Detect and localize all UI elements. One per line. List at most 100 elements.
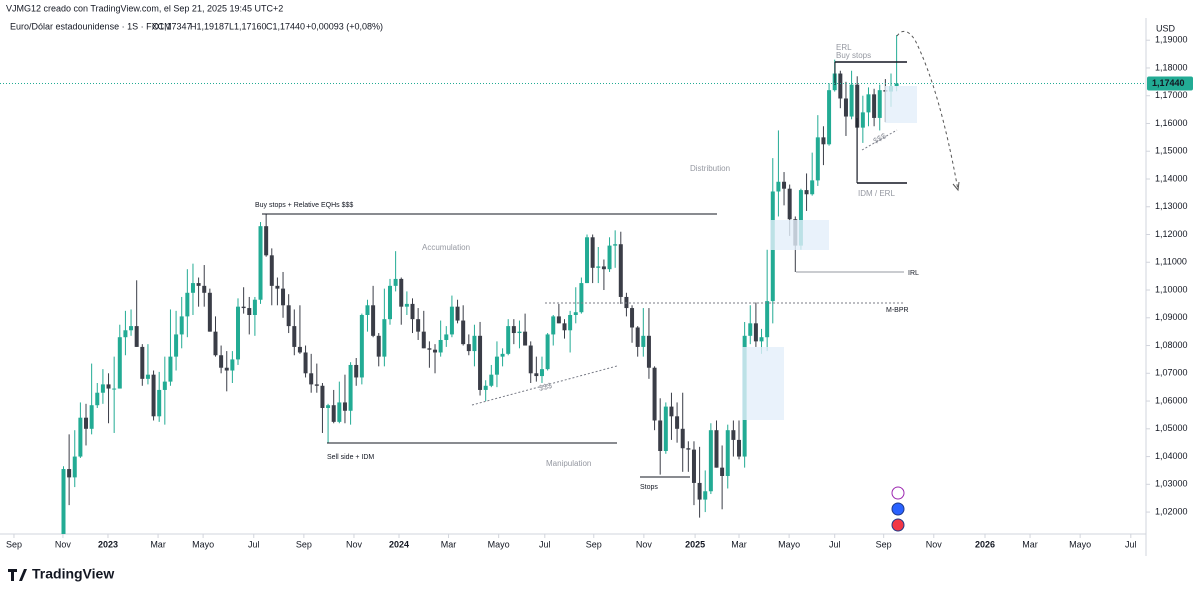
candle-body	[703, 491, 708, 500]
annotation: Stops	[640, 484, 658, 491]
candle-body	[264, 226, 269, 256]
y-tick-label: 1,11000	[1155, 257, 1187, 267]
icon[interactable]	[891, 518, 905, 532]
arrow-head	[952, 181, 960, 192]
candle-body	[168, 356, 173, 382]
candle-body	[174, 334, 179, 357]
y-tick-label: 1,04000	[1155, 451, 1188, 461]
brand-logo	[8, 569, 27, 581]
annotation: IRL	[908, 270, 919, 277]
candle-body	[720, 467, 725, 476]
candle-body	[506, 326, 511, 354]
x-tick-label: 2023	[98, 539, 118, 549]
candle-body	[877, 90, 882, 118]
candle-body	[61, 469, 66, 534]
candle-body	[872, 94, 877, 118]
x-tick-label: Mayo	[192, 539, 214, 549]
icon[interactable]	[891, 486, 905, 500]
y-tick-label: 1,06000	[1155, 395, 1188, 405]
icon[interactable]	[891, 502, 905, 516]
annotation: ERL	[836, 43, 852, 52]
candle-body	[894, 83, 899, 87]
candle-body	[393, 278, 398, 286]
candle-body	[765, 301, 770, 338]
axis-unit: USD	[1156, 23, 1176, 33]
candle-body	[691, 449, 696, 483]
x-tick-label: Jul	[829, 539, 841, 549]
candle-body	[815, 137, 820, 181]
legend-open: O1,17347	[152, 21, 192, 31]
candle-body	[236, 306, 241, 360]
x-tick-label: Nov	[636, 539, 653, 549]
candle-body	[100, 384, 105, 393]
candle-body	[827, 90, 832, 145]
candle-body	[286, 305, 291, 327]
candle-body	[185, 292, 190, 317]
candle-body	[528, 345, 533, 374]
candle-body	[140, 346, 145, 379]
zone-box	[770, 220, 829, 250]
x-tick-label: Mar	[441, 539, 457, 549]
candle-body	[714, 430, 719, 468]
event-icons	[891, 486, 905, 532]
y-tick-label: 1,16000	[1155, 118, 1188, 128]
candle-body	[134, 326, 139, 347]
y-tick-label: 1,02000	[1155, 506, 1188, 516]
candle-body	[635, 327, 640, 347]
x-tick-label: Mayo	[1069, 539, 1091, 549]
time-axis: Sep Nov 2023 Mar Mayo Jul Sep Nov 2024 Mar Mayo Jul…	[6, 534, 1137, 549]
x-tick-label: Mar	[1022, 539, 1038, 549]
x-tick-label: 2026	[975, 539, 995, 549]
candle-body	[297, 346, 302, 353]
candle-body	[78, 417, 83, 457]
candle-body	[359, 314, 364, 378]
candle-body	[89, 405, 94, 429]
candle-body	[196, 283, 201, 286]
candle-body	[545, 334, 550, 370]
annotation: $$$	[538, 381, 554, 393]
x-tick-label: Nov	[55, 539, 72, 549]
candle-body	[669, 406, 674, 417]
annotation: IDM / ERL	[858, 189, 895, 198]
candle-body	[281, 288, 286, 306]
candle-body	[224, 367, 229, 371]
candle-body	[798, 190, 803, 246]
x-tick-label: 2024	[389, 539, 409, 549]
candle-body	[539, 369, 544, 377]
candle-body	[737, 439, 742, 457]
annotation: Buy stops	[836, 51, 871, 60]
brand-name: TradingView	[32, 566, 114, 582]
drawings	[262, 30, 960, 478]
candle-body	[680, 428, 685, 449]
candle-body	[162, 381, 167, 390]
candle-body	[247, 308, 252, 315]
candle-body	[489, 374, 494, 386]
annotation: M-BPR	[886, 307, 909, 314]
candle-body	[551, 316, 556, 335]
candle-body	[269, 255, 274, 286]
candle-body	[202, 285, 207, 293]
candle-body	[427, 348, 432, 350]
zone-box	[742, 347, 784, 420]
x-tick-label: Mar	[150, 539, 166, 549]
candle-body	[573, 312, 578, 315]
candle-body	[517, 331, 522, 334]
x-tick-label: Jul	[1125, 539, 1137, 549]
candle-body	[849, 84, 854, 117]
candle-body	[483, 385, 488, 390]
x-tick-label: Sep	[876, 539, 892, 549]
candle-body	[590, 237, 595, 268]
last-price-badge	[1147, 76, 1193, 91]
candle-body	[500, 353, 505, 357]
candle-body	[292, 326, 297, 347]
candle-body	[630, 308, 635, 328]
legend-close: C1,17440	[266, 21, 305, 31]
header: VJMG12 creado con TradingView.com, el Se…	[6, 3, 283, 13]
x-tick-label: Jul	[539, 539, 551, 549]
y-tick-label: 1,18000	[1155, 62, 1188, 72]
candle-body	[511, 326, 516, 334]
trend-line	[861, 129, 898, 151]
candle-body	[95, 392, 100, 406]
candle-body	[579, 283, 584, 313]
